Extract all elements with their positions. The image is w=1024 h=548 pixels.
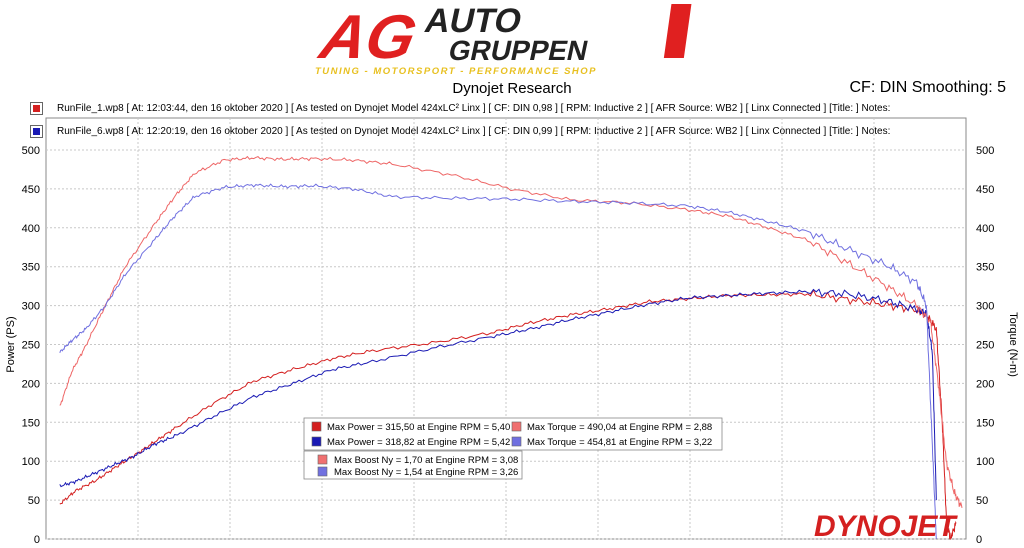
dynojet-logo: DYNOJET bbox=[814, 510, 958, 543]
chart-series bbox=[59, 155, 963, 540]
logo-ag-letters: AG bbox=[313, 3, 423, 72]
y-tick-label: 500 bbox=[22, 145, 40, 157]
y2-axis-title: Torque (N-m) bbox=[1007, 312, 1019, 377]
series-line-3 bbox=[59, 183, 937, 540]
logo-red-bar bbox=[663, 4, 692, 58]
y2-tick-label: 0 bbox=[976, 534, 982, 546]
y-tick-label: 450 bbox=[22, 184, 40, 196]
run-6-color-swatch bbox=[30, 125, 43, 138]
y2-tick-label: 300 bbox=[976, 301, 994, 313]
run-file-6-row[interactable]: RunFile_6.wp8 [ At: 12:20:19, den 16 okt… bbox=[30, 125, 890, 138]
legend-maxima-text: Max Power = 315,50 at Engine RPM = 5,40 bbox=[327, 422, 510, 433]
y2-tick-label: 200 bbox=[976, 378, 994, 390]
y-tick-label: 100 bbox=[22, 456, 40, 468]
autogruppen-logo: AG AUTO GRUPPEN .com TUNING - MOTORSPORT… bbox=[313, 2, 699, 77]
cf-smoothing-label: CF: DIN Smoothing: 5 bbox=[849, 79, 1007, 96]
series-line-0 bbox=[59, 289, 957, 540]
run-1-label: RunFile_1.wp8 [ At: 12:03:44, den 16 okt… bbox=[57, 103, 891, 115]
logo-gruppen-word: GRUPPEN bbox=[446, 34, 591, 66]
logo-auto-word: AUTO bbox=[422, 2, 526, 40]
run-6-label: RunFile_6.wp8 [ At: 12:20:19, den 16 okt… bbox=[57, 126, 891, 138]
legend-boost-box bbox=[303, 450, 523, 480]
logo-com-text: .com bbox=[683, 25, 699, 51]
y-tick-label: 400 bbox=[22, 223, 40, 235]
legend-boost-text: Max Boost Ny = 1,54 at Engine RPM = 3,26 bbox=[334, 467, 518, 478]
y2-tick-label: 400 bbox=[976, 223, 994, 235]
y-tick-label: 250 bbox=[22, 340, 40, 352]
legend-swatch bbox=[317, 466, 328, 477]
y2-tick-label: 100 bbox=[976, 456, 994, 468]
y-tick-label: 50 bbox=[28, 495, 40, 507]
legend-boost-text: Max Boost Ny = 1,70 at Engine RPM = 3,08 bbox=[334, 455, 518, 466]
y-tick-label: 350 bbox=[22, 262, 40, 274]
dynojet-logo-text: DYNOJET bbox=[814, 510, 958, 543]
y2-tick-label: 150 bbox=[976, 417, 994, 429]
y2-tick-label: 450 bbox=[976, 184, 994, 196]
run-1-color-swatch bbox=[30, 102, 43, 115]
chart-axes: 0 50 100 150 200 250 300 350 400 450 500 0 50 100 150 2… bbox=[5, 145, 1019, 546]
legend-swatch bbox=[311, 436, 322, 447]
legend-swatch bbox=[511, 436, 522, 447]
series-line-1 bbox=[59, 288, 937, 501]
y2-tick-label: 250 bbox=[976, 340, 994, 352]
logo-tagline: TUNING - MOTORSPORT - PERFORMANCE SHOP bbox=[315, 66, 597, 77]
y-tick-label: 150 bbox=[22, 417, 40, 429]
y-tick-label: 0 bbox=[34, 534, 40, 546]
y2-tick-label: 50 bbox=[976, 495, 988, 507]
y2-tick-label: 500 bbox=[976, 145, 994, 157]
page-title: Dynojet Research bbox=[452, 80, 572, 97]
legend-maxima-text: Max Torque = 490,04 at Engine RPM = 2,88 bbox=[527, 422, 712, 433]
legend-maxima-text: Max Power = 318,82 at Engine RPM = 5,42 bbox=[327, 437, 510, 448]
y2-tick-label: 350 bbox=[976, 262, 994, 274]
legend-maxima-text: Max Torque = 454,81 at Engine RPM = 3,22 bbox=[527, 437, 712, 448]
run-file-1-row[interactable]: RunFile_1.wp8 [ At: 12:03:44, den 16 okt… bbox=[30, 102, 890, 115]
y-tick-label: 300 bbox=[22, 301, 40, 313]
y-axis-title: Power (PS) bbox=[5, 316, 17, 372]
series-line-2 bbox=[59, 155, 963, 508]
y-tick-label: 200 bbox=[22, 378, 40, 390]
legend-swatch bbox=[311, 421, 322, 432]
legend-swatch bbox=[511, 421, 522, 432]
legend-swatch bbox=[317, 454, 328, 465]
chart-legend: Max Power = 315,50 at Engine RPM = 5,40 M… bbox=[303, 417, 723, 480]
